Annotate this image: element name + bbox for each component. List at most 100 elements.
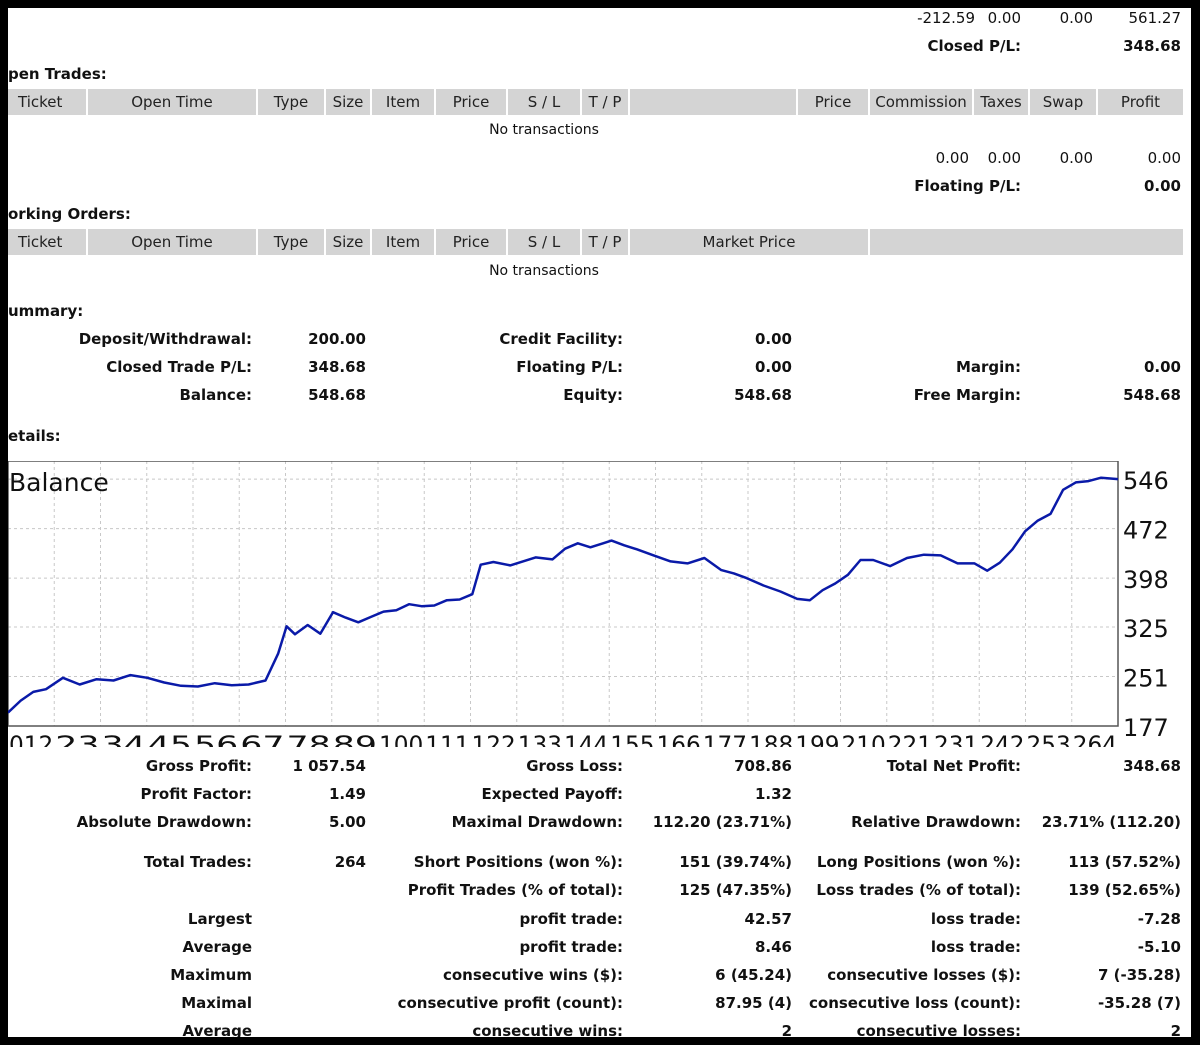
stat-value: 1.49 (328, 785, 366, 803)
col-ticket[interactable]: Ticket (18, 93, 63, 111)
col-size[interactable]: Size (332, 93, 364, 111)
y-axis-ticks: 546 472 398 325 251 177 (1123, 467, 1169, 742)
stat-value: 151 (39.74%) (679, 853, 792, 871)
stat-label: Maximal Drawdown: (451, 813, 623, 831)
stat-value: 1 057.54 (292, 757, 366, 775)
stat-value: 112.20 (23.71%) (652, 813, 792, 831)
details-title: etails: (8, 427, 61, 445)
stat-value: -7.28 (1137, 910, 1181, 928)
x-tick-label: 177 (703, 731, 747, 747)
col-profit[interactable]: Profit (1120, 93, 1161, 111)
summary-value: 548.68 (308, 386, 366, 404)
stat-label: Expected Payoff: (481, 785, 623, 803)
stat-label: Long Positions (won %): (816, 853, 1021, 871)
x-tick-label: 122 (472, 731, 516, 747)
col-taxes[interactable]: Taxes (980, 93, 1022, 111)
stat-label: Total Net Profit: (886, 757, 1021, 775)
report-page: -212.59 0.00 0.00 561.27 Closed P/L: 348… (8, 8, 1191, 1037)
x-tick-label: 56 (194, 731, 238, 747)
col-commission[interactable]: Commission (875, 93, 967, 111)
x-tick-label: 67 (240, 731, 284, 747)
x-tick-label: 34 (102, 731, 146, 747)
summary-value: 548.68 (1123, 386, 1181, 404)
col-market-price[interactable]: Market Price (702, 233, 796, 251)
col-sl[interactable]: S / L (527, 233, 561, 251)
stat-value: 2 (1170, 1022, 1181, 1037)
summary-label: Equity: (563, 386, 623, 404)
x-tick-label: 253 (1027, 731, 1071, 747)
stat-label: consecutive wins ($): (442, 966, 623, 984)
col-swap[interactable]: Swap (1042, 93, 1084, 111)
summary-label: Margin: (955, 358, 1021, 376)
summary-value: 548.68 (734, 386, 792, 404)
stat-group-label: Maximum (170, 966, 252, 984)
col-type[interactable]: Type (273, 233, 309, 251)
col-open-time[interactable]: Open Time (131, 233, 213, 251)
x-tick-label: 89 (333, 731, 377, 747)
x-tick-label: 210 (842, 731, 886, 747)
chart-grid (8, 461, 1118, 726)
x-tick-label: 133 (518, 731, 562, 747)
working-orders-header: Ticket Open Time Type Size Item Price S … (8, 229, 1183, 255)
x-tick-label: 264 (1073, 731, 1117, 747)
stat-label: Profit Trades (% of total): (407, 881, 623, 899)
col-price[interactable]: Price (452, 93, 490, 111)
col-item[interactable]: Item (385, 233, 421, 251)
col-type[interactable]: Type (273, 93, 309, 111)
stat-group-label: Average (182, 1022, 252, 1037)
balance-chart: Balance 546 472 398 325 251 177 012 23 34 45 56 67… (8, 461, 1169, 747)
col-open-time[interactable]: Open Time (131, 93, 213, 111)
col-price-2[interactable]: Price (814, 93, 852, 111)
closed-pl-label: Closed P/L: (927, 37, 1021, 55)
x-tick-label: 188 (749, 731, 793, 747)
col-tp[interactable]: T / P (588, 233, 622, 251)
col-item[interactable]: Item (385, 93, 421, 111)
stat-value: 23.71% (112.20) (1041, 813, 1181, 831)
stat-label: Loss trades (% of total): (816, 881, 1021, 899)
stat-group-label: Maximal (181, 994, 252, 1012)
y-tick-label: 325 (1123, 615, 1169, 643)
summary-label: Floating P/L: (516, 358, 623, 376)
y-tick-label: 251 (1123, 664, 1169, 692)
summary-value: 0.00 (754, 330, 792, 348)
col-price[interactable]: Price (452, 233, 490, 251)
open-trades-header: Ticket Open Time Type Size Item Price S … (8, 89, 1183, 115)
stat-group-label: Largest (187, 910, 252, 928)
stat-value: 348.68 (1123, 757, 1181, 775)
floating-pl-value: 0.00 (1143, 177, 1181, 195)
x-tick-label: 166 (657, 731, 701, 747)
stat-label: loss trade: (930, 910, 1021, 928)
stat-label: profit trade: (519, 938, 623, 956)
col-blank (630, 89, 796, 115)
y-tick-label: 398 (1123, 566, 1169, 594)
open-total-1: 0.00 (935, 149, 969, 167)
closed-total-1: -212.59 (917, 9, 975, 27)
stat-value: 139 (52.65%) (1068, 881, 1181, 899)
x-tick-label: 144 (564, 731, 608, 747)
x-tick-label: 78 (287, 731, 331, 747)
stat-value: -35.28 (7) (1097, 994, 1181, 1012)
summary-label: Closed Trade P/L: (106, 358, 252, 376)
y-tick-label: 177 (1123, 714, 1169, 742)
x-tick-label: 221 (888, 731, 932, 747)
summary-label: Balance: (179, 386, 252, 404)
stat-label: Gross Loss: (526, 757, 623, 775)
stat-label: Relative Drawdown: (851, 813, 1021, 831)
col-tp[interactable]: T / P (588, 93, 622, 111)
stat-value: 8.46 (754, 938, 792, 956)
stat-label: Gross Profit: (145, 757, 252, 775)
col-size[interactable]: Size (332, 233, 364, 251)
stat-label: Profit Factor: (140, 785, 252, 803)
col-blank (870, 229, 1183, 255)
floating-pl-label: Floating P/L: (914, 177, 1021, 195)
open-trades-title: pen Trades: (8, 65, 107, 83)
col-sl[interactable]: S / L (527, 93, 561, 111)
col-ticket[interactable]: Ticket (18, 233, 63, 251)
summary-value: 348.68 (308, 358, 366, 376)
working-orders-empty: No transactions (489, 263, 599, 279)
plot-frame (8, 461, 1119, 727)
stat-label: Short Positions (won %): (413, 853, 623, 871)
stat-value: 7 (-35.28) (1097, 966, 1181, 984)
stat-value: 113 (57.52%) (1068, 853, 1181, 871)
summary-label: Deposit/Withdrawal: (78, 330, 252, 348)
